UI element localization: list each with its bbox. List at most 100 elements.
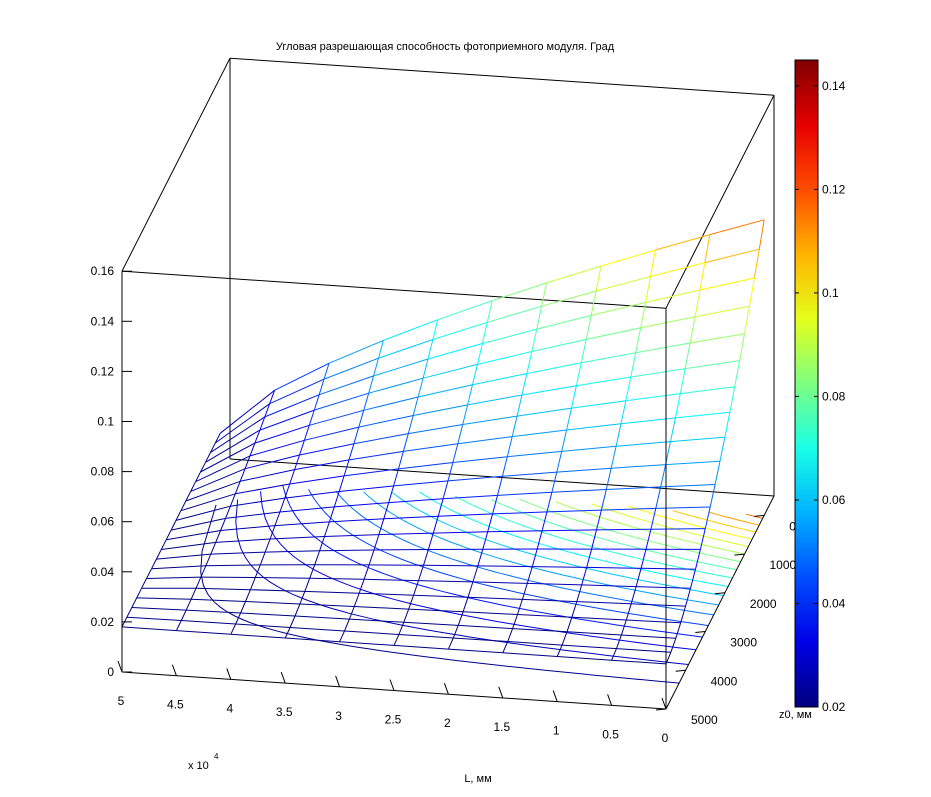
surface-mesh-segment — [339, 630, 345, 642]
surface-mesh-segment — [675, 411, 730, 419]
surface-mesh-segment — [675, 622, 682, 639]
surface-mesh-segment — [308, 409, 315, 426]
surface-mesh-segment — [378, 340, 384, 359]
x-tick-mark — [171, 664, 177, 676]
surface-mesh-segment — [294, 459, 350, 471]
surface-mesh-segment — [294, 615, 350, 620]
surface-mesh-segment — [541, 290, 597, 307]
surface-mesh-segment — [541, 511, 548, 531]
surface-mesh-segment — [704, 234, 711, 263]
surface-mesh-segment — [650, 528, 706, 530]
surface-mesh-segment — [422, 363, 478, 379]
surface-mesh-segment — [581, 567, 588, 586]
surface-mesh-segment — [170, 517, 226, 531]
x-tick-label: 3.5 — [276, 705, 293, 719]
surface-mesh-segment — [289, 615, 296, 628]
surface-mesh-segment — [427, 532, 434, 550]
x-axis-exponent: x 10 — [188, 760, 209, 772]
surface-mesh-segment — [378, 532, 434, 536]
surface-mesh-segment — [324, 534, 379, 537]
surface-mesh-segment — [492, 495, 498, 515]
surface-mesh-segment — [571, 616, 627, 621]
contour-line — [419, 491, 729, 588]
surface-mesh-segment — [635, 342, 691, 354]
surface-mesh-segment — [645, 276, 651, 303]
surface-mesh-segment — [249, 442, 256, 457]
x-tick-label: 1 — [553, 724, 560, 738]
surface-mesh-segment — [181, 620, 236, 625]
x-tick-label: 0.5 — [602, 727, 619, 741]
y-tick-mark — [714, 592, 725, 595]
surface-mesh-segment — [458, 624, 513, 630]
surface-mesh-segment — [412, 396, 419, 416]
contour-line — [709, 511, 760, 526]
surface-mesh-segment — [209, 442, 216, 453]
surface-mesh-segment — [186, 609, 241, 614]
surface-mesh-segment — [309, 564, 316, 579]
surface-mesh-segment — [690, 569, 696, 589]
surface-mesh-segment — [744, 306, 750, 334]
surface-mesh-segment — [205, 452, 211, 463]
surface-mesh-segment — [388, 485, 395, 503]
surface-mesh-segment — [279, 497, 286, 513]
surface-mesh-segment — [739, 333, 745, 361]
surface-mesh-segment — [427, 339, 434, 360]
y-tick-mark — [675, 669, 686, 672]
surface-mesh-segment — [596, 528, 651, 531]
surface-mesh-segment — [175, 510, 182, 521]
surface-mesh-segment — [684, 342, 691, 369]
surface-mesh-segment — [220, 518, 226, 531]
surface-mesh-segment — [235, 612, 242, 625]
surface-mesh-segment — [462, 415, 518, 425]
surface-mesh-segment — [200, 442, 256, 473]
surface-mesh-segment — [319, 375, 374, 396]
surface-mesh-segment — [250, 589, 305, 592]
surface-mesh-segment — [487, 530, 543, 533]
surface-mesh-segment — [448, 648, 503, 654]
x-tick-mark — [226, 668, 232, 680]
surface-mesh-segment — [546, 509, 602, 513]
surface-mesh-segment — [531, 338, 587, 352]
surface-mesh-segment — [704, 248, 760, 264]
surface-mesh-segment — [611, 648, 617, 661]
surface-mesh-segment — [566, 631, 622, 636]
surface-mesh-segment — [393, 480, 449, 487]
surface-mesh-segment — [477, 351, 533, 365]
surface-mesh-segment — [576, 584, 583, 602]
surface-mesh-segment — [690, 333, 745, 344]
surface-mesh-segment — [640, 302, 647, 328]
surface-mesh-segment — [689, 316, 696, 344]
x-tick-label: 2.5 — [385, 713, 402, 727]
surface-mesh-segment — [230, 633, 286, 639]
x-tick-mark — [443, 683, 449, 695]
z-tick-label: 0.02 — [91, 615, 115, 629]
surface-mesh-segment — [220, 525, 276, 531]
surface-mesh-segment — [674, 393, 681, 418]
surface-mesh-segment — [309, 409, 364, 426]
surface-mesh-segment — [620, 619, 627, 636]
x-tick-label: 2 — [444, 716, 451, 730]
surface-mesh-segment — [481, 322, 488, 344]
surface-mesh-segment — [264, 403, 271, 418]
surface-mesh-segment — [472, 364, 478, 385]
colorbar-label: z0, мм — [779, 709, 812, 721]
surface-mesh-segment — [205, 553, 212, 566]
surface-mesh-segment — [680, 605, 687, 623]
x-tick-label: 4.5 — [167, 698, 184, 712]
surface-mesh-segment — [497, 476, 503, 496]
surface-mesh-segment — [432, 321, 488, 340]
surface-mesh-segment — [527, 582, 582, 586]
surface-mesh-segment — [526, 362, 582, 374]
y-axis-ticks: 0 1000 2000 3000 4000 5000 — [655, 514, 797, 727]
surface-mesh-segment — [289, 475, 345, 485]
surface-mesh-segment — [175, 620, 182, 631]
surface-mesh-segment — [536, 306, 543, 330]
surface-mesh-segment — [432, 319, 439, 340]
surface-mesh-segment — [521, 373, 528, 396]
surface-mesh-segment — [477, 565, 533, 568]
y-tick-label: 5000 — [691, 713, 718, 727]
surface-mesh-segment — [299, 440, 305, 456]
contour-line — [627, 505, 753, 540]
surface-mesh-segment — [502, 471, 557, 477]
surface-mesh-segment — [507, 641, 563, 646]
